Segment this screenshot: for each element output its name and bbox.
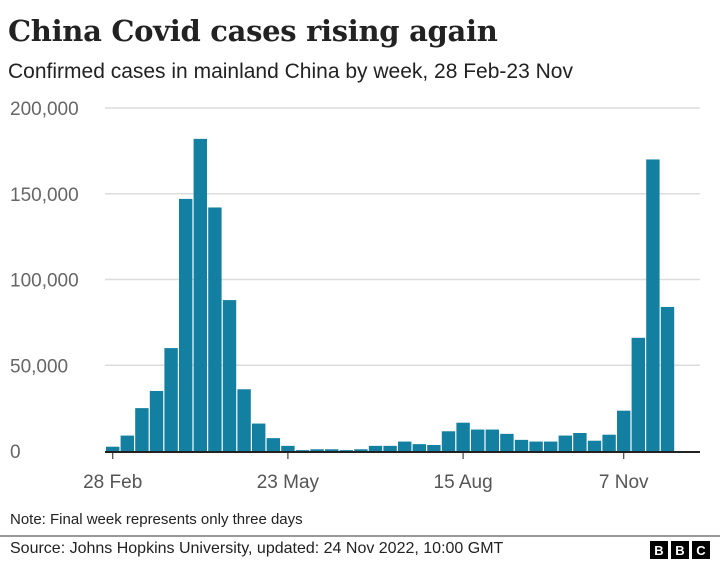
bar	[558, 435, 572, 451]
bar	[500, 433, 514, 451]
bar	[471, 429, 485, 451]
bar	[617, 410, 631, 451]
y-tick-label: 150,000	[10, 185, 79, 206]
bar	[485, 429, 499, 451]
bar	[222, 300, 237, 451]
bar	[135, 408, 149, 451]
bar	[529, 441, 543, 451]
bbc-logo-letter: C	[692, 541, 710, 559]
bbc-logo-letter: B	[671, 541, 689, 559]
bar	[573, 432, 587, 451]
bar-chart: 0 50,000 100,000 150,000 200,000 28 Feb 23 May…	[10, 99, 700, 493]
bar	[544, 441, 558, 451]
x-tick-label: 23 May	[257, 472, 320, 493]
bar	[602, 434, 616, 451]
bar	[120, 435, 134, 451]
bar	[193, 138, 207, 451]
bar	[149, 390, 164, 451]
bar	[252, 423, 266, 451]
footer-divider	[0, 535, 720, 537]
bar	[383, 445, 397, 451]
bar	[660, 306, 675, 451]
bar	[514, 439, 529, 451]
bar	[266, 438, 280, 451]
bbc-logo-letter: B	[650, 541, 668, 559]
bar	[106, 446, 120, 451]
x-tick-label: 15 Aug	[434, 472, 493, 493]
bar	[427, 444, 441, 451]
bar	[646, 159, 660, 451]
y-tick-label: 200,000	[10, 99, 79, 120]
bbc-logo: B B C	[650, 541, 710, 559]
bar	[456, 422, 470, 451]
bar	[164, 348, 178, 451]
bar	[368, 445, 383, 451]
bar	[354, 449, 368, 451]
bar	[310, 449, 324, 451]
y-tick-label: 50,000	[10, 356, 68, 377]
chart-subtitle: Confirmed cases in mainland China by wee…	[8, 60, 573, 83]
bar	[339, 450, 353, 451]
source-text: Source: Johns Hopkins University, update…	[10, 540, 504, 557]
bar	[412, 444, 426, 451]
bar	[398, 441, 412, 451]
bar	[587, 440, 602, 451]
bar	[237, 389, 251, 451]
bar	[295, 450, 310, 451]
y-tick-label: 100,000	[10, 271, 79, 292]
chart-title: China Covid cases rising again	[8, 14, 498, 48]
y-tick-label: 0	[10, 442, 21, 463]
bar	[631, 337, 645, 451]
x-tick-label: 7 Nov	[599, 472, 649, 493]
bar	[179, 198, 193, 451]
bar	[281, 445, 295, 451]
bar	[441, 431, 456, 451]
chart-note: Note: Final week represents only three d…	[10, 511, 303, 528]
bar	[325, 449, 339, 451]
bar	[208, 207, 222, 451]
x-tick-label: 28 Feb	[83, 472, 142, 493]
